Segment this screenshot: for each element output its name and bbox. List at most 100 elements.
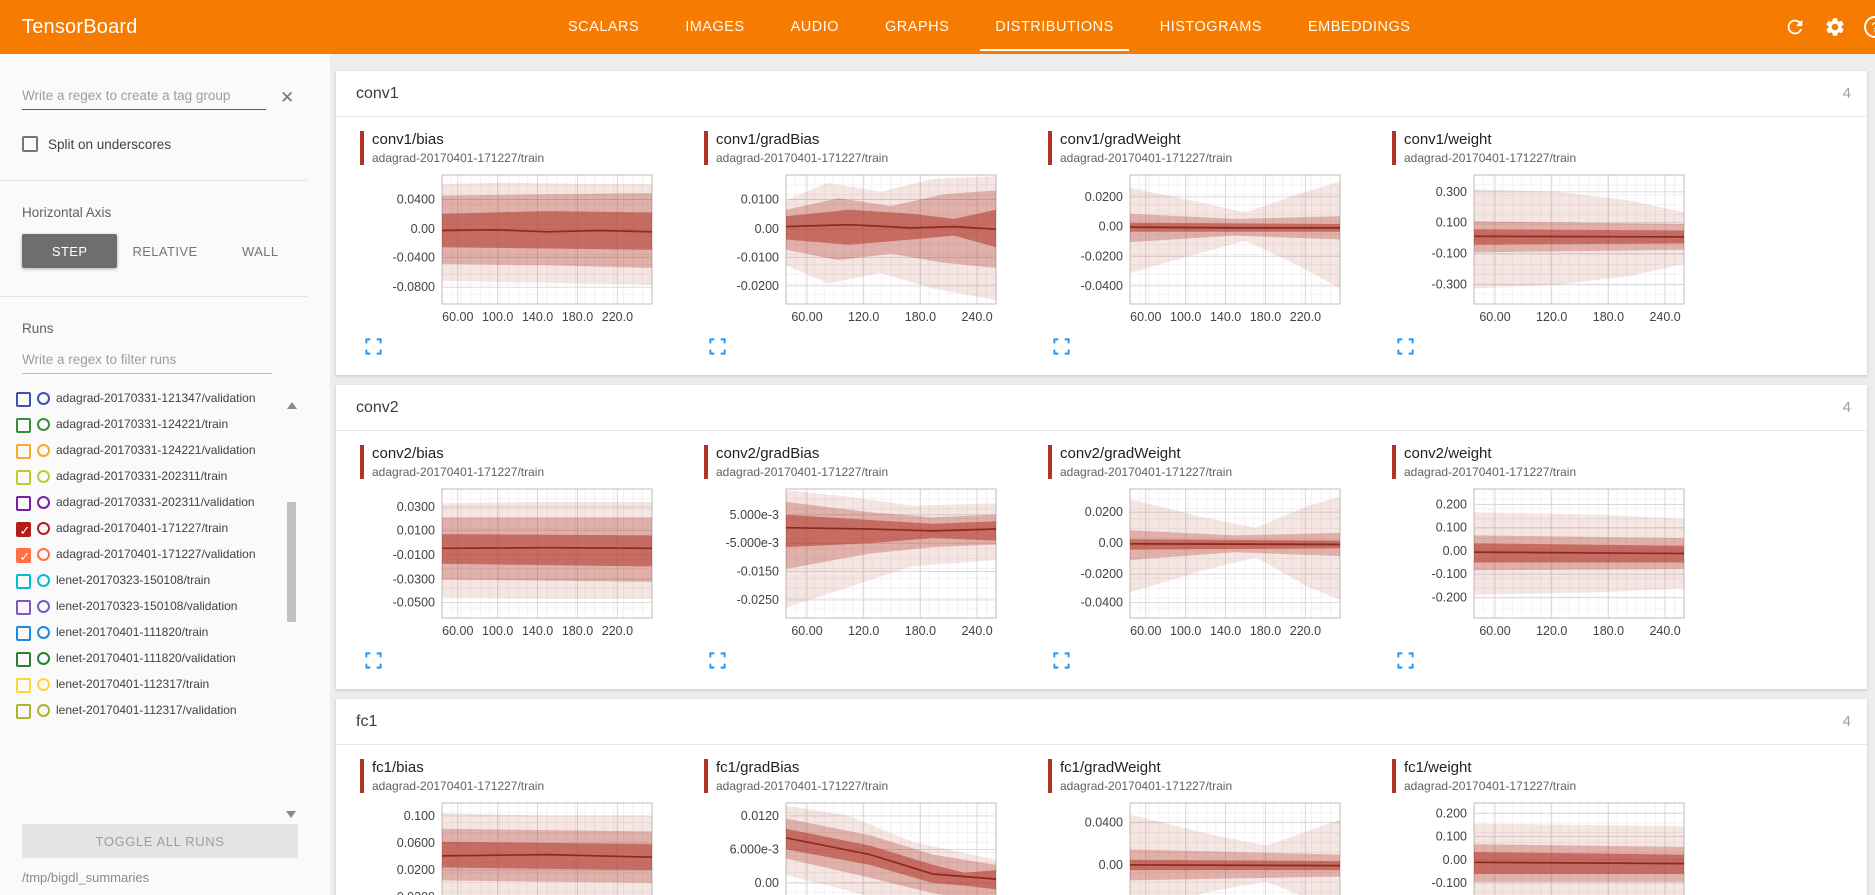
- run-checkbox[interactable]: [16, 470, 31, 485]
- run-item[interactable]: adagrad-20170331-121347/validation: [16, 386, 296, 412]
- svg-text:6.000e-3: 6.000e-3: [730, 842, 779, 856]
- run-color-bar: [704, 131, 708, 165]
- run-checkbox[interactable]: [16, 392, 31, 407]
- svg-text:220.0: 220.0: [602, 624, 633, 638]
- split-on-underscores-checkbox[interactable]: [22, 136, 38, 152]
- expand-chart-button[interactable]: [364, 651, 384, 671]
- runs-scrollbar[interactable]: [286, 402, 297, 818]
- refresh-icon[interactable]: [1783, 15, 1807, 39]
- run-color-swatch-icon[interactable]: [37, 704, 50, 717]
- expand-chart-button[interactable]: [1052, 651, 1072, 671]
- tag-category-header[interactable]: fc1 4: [336, 699, 1867, 745]
- run-color-swatch-icon[interactable]: [37, 678, 50, 691]
- clear-tag-regex-icon[interactable]: ✕: [280, 87, 295, 107]
- run-color-swatch-icon[interactable]: [37, 548, 50, 561]
- chart-header: conv2/gradBias adagrad-20170401-171227/t…: [704, 445, 1004, 479]
- run-checkbox[interactable]: [16, 600, 31, 615]
- expand-chart-button[interactable]: [1396, 651, 1416, 671]
- chart-header: fc1/gradBias adagrad-20170401-171227/tra…: [704, 759, 1004, 793]
- svg-text:0.200: 0.200: [1436, 806, 1467, 820]
- svg-text:?: ?: [1871, 20, 1875, 35]
- expand-chart-button[interactable]: [708, 651, 728, 671]
- svg-text:-0.0200: -0.0200: [1081, 249, 1123, 263]
- tab-histograms[interactable]: HISTOGRAMS: [1159, 19, 1262, 35]
- axis-step-button[interactable]: STEP: [22, 234, 118, 268]
- expand-chart-button[interactable]: [1052, 337, 1072, 357]
- expand-chart-button[interactable]: [708, 337, 728, 357]
- run-color-bar: [1392, 759, 1396, 793]
- run-color-swatch-icon[interactable]: [37, 418, 50, 431]
- run-checkbox[interactable]: [16, 574, 31, 589]
- run-label: adagrad-20170401-171227/validation: [56, 547, 256, 561]
- help-icon[interactable]: ?: [1863, 15, 1875, 39]
- tag-category-header[interactable]: conv2 4: [336, 385, 1867, 431]
- run-color-swatch-icon[interactable]: [37, 626, 50, 639]
- svg-text:140.0: 140.0: [522, 310, 553, 324]
- tab-distributions[interactable]: DISTRIBUTIONS: [972, 0, 1136, 54]
- run-color-swatch-icon[interactable]: [37, 652, 50, 665]
- run-color-swatch-icon[interactable]: [37, 600, 50, 613]
- svg-text:180.0: 180.0: [905, 624, 936, 638]
- run-item[interactable]: adagrad-20170331-124221/validation: [16, 438, 296, 464]
- run-color-swatch-icon[interactable]: [37, 470, 50, 483]
- run-checkbox[interactable]: [16, 444, 31, 459]
- tab-images[interactable]: IMAGES: [685, 19, 745, 35]
- tag-group-regex-input[interactable]: [22, 84, 266, 110]
- chart-header: fc1/weight adagrad-20170401-171227/train: [1392, 759, 1692, 793]
- scroll-down-icon[interactable]: [286, 811, 296, 818]
- header-icons: ?: [1783, 0, 1875, 54]
- distribution-plot: 0.2000.1000.00-0.100-0.20060.00120.0180.…: [1432, 802, 1685, 895]
- scrollbar-track[interactable]: [287, 414, 296, 806]
- run-item[interactable]: adagrad-20170331-202311/train: [16, 464, 296, 490]
- run-color-swatch-icon[interactable]: [37, 574, 50, 587]
- chart-run-label: adagrad-20170401-171227/train: [716, 779, 889, 793]
- tab-scalars[interactable]: SCALARS: [568, 19, 640, 35]
- chart-title: fc1/gradWeight: [1060, 759, 1161, 776]
- expand-chart-button[interactable]: [364, 337, 384, 357]
- run-item[interactable]: lenet-20170401-112317/train: [16, 672, 296, 698]
- run-color-swatch-icon[interactable]: [37, 496, 50, 509]
- chart-run-label: adagrad-20170401-171227/train: [1060, 465, 1233, 479]
- run-color-swatch-icon[interactable]: [37, 444, 50, 457]
- run-color-swatch-icon[interactable]: [37, 522, 50, 535]
- axis-wall-button[interactable]: WALL: [213, 234, 308, 268]
- run-item[interactable]: adagrad-20170331-202311/validation: [16, 490, 296, 516]
- run-item[interactable]: adagrad-20170331-124221/train: [16, 412, 296, 438]
- run-label: adagrad-20170331-124221/train: [56, 417, 229, 431]
- axis-relative-button[interactable]: RELATIVE: [117, 234, 212, 268]
- run-checkbox[interactable]: [16, 496, 31, 511]
- tab-audio[interactable]: AUDIO: [790, 19, 840, 35]
- scrollbar-thumb[interactable]: [287, 502, 296, 622]
- tab-embeddings[interactable]: EMBEDDINGS: [1307, 19, 1411, 35]
- settings-icon[interactable]: [1823, 15, 1847, 39]
- tab-graphs[interactable]: GRAPHS: [885, 19, 950, 35]
- run-color-swatch-icon[interactable]: [37, 392, 50, 405]
- run-item[interactable]: lenet-20170323-150108/train: [16, 568, 296, 594]
- svg-text:-0.0400: -0.0400: [1081, 596, 1123, 610]
- run-item[interactable]: lenet-20170401-112317/validation: [16, 698, 296, 724]
- charts-row: conv2/bias adagrad-20170401-171227/train…: [336, 431, 1867, 689]
- run-label: adagrad-20170401-171227/train: [56, 521, 229, 535]
- run-checkbox[interactable]: [16, 678, 31, 693]
- tag-category-header[interactable]: conv1 4: [336, 71, 1867, 117]
- run-checkbox[interactable]: [16, 522, 31, 539]
- run-item[interactable]: lenet-20170401-111820/train: [16, 620, 296, 646]
- run-checkbox[interactable]: [16, 704, 31, 719]
- run-item[interactable]: lenet-20170401-111820/validation: [16, 646, 296, 672]
- runs-filter-input[interactable]: [22, 348, 272, 374]
- run-checkbox[interactable]: [16, 652, 31, 667]
- run-item[interactable]: adagrad-20170401-171227/validation: [16, 542, 296, 568]
- run-item[interactable]: lenet-20170323-150108/validation: [16, 594, 296, 620]
- toggle-all-runs-button[interactable]: TOGGLE ALL RUNS: [22, 824, 298, 858]
- split-on-underscores-row[interactable]: Split on underscores: [22, 136, 308, 152]
- sidebar: ✕ Split on underscores Horizontal Axis S…: [0, 54, 330, 895]
- svg-text:120.0: 120.0: [1536, 310, 1567, 324]
- run-label: lenet-20170323-150108/validation: [56, 599, 238, 613]
- run-label: lenet-20170401-112317/validation: [56, 703, 237, 717]
- scroll-up-icon[interactable]: [286, 402, 297, 409]
- run-checkbox[interactable]: [16, 548, 31, 565]
- run-checkbox[interactable]: [16, 418, 31, 433]
- run-item[interactable]: adagrad-20170401-171227/train: [16, 516, 296, 542]
- expand-chart-button[interactable]: [1396, 337, 1416, 357]
- run-checkbox[interactable]: [16, 626, 31, 641]
